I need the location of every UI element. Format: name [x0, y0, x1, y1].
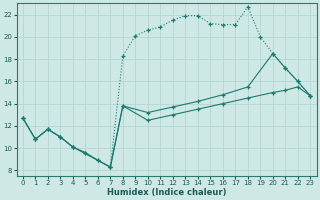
X-axis label: Humidex (Indice chaleur): Humidex (Indice chaleur)	[107, 188, 226, 197]
